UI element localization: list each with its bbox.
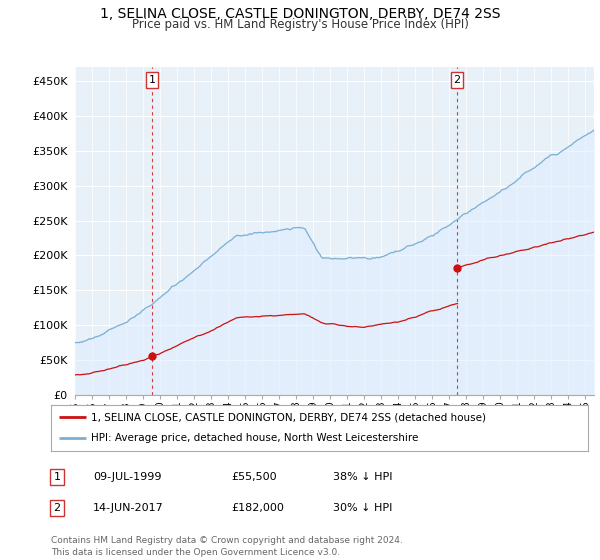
Text: 1: 1 [53, 472, 61, 482]
Text: 30% ↓ HPI: 30% ↓ HPI [333, 503, 392, 513]
Text: Price paid vs. HM Land Registry's House Price Index (HPI): Price paid vs. HM Land Registry's House … [131, 18, 469, 31]
Text: 1, SELINA CLOSE, CASTLE DONINGTON, DERBY, DE74 2SS: 1, SELINA CLOSE, CASTLE DONINGTON, DERBY… [100, 7, 500, 21]
Text: £182,000: £182,000 [231, 503, 284, 513]
Text: 1: 1 [149, 74, 155, 85]
Text: 14-JUN-2017: 14-JUN-2017 [93, 503, 164, 513]
Text: Contains HM Land Registry data © Crown copyright and database right 2024.
This d: Contains HM Land Registry data © Crown c… [51, 536, 403, 557]
Text: 2: 2 [53, 503, 61, 513]
Text: 09-JUL-1999: 09-JUL-1999 [93, 472, 161, 482]
Text: 2: 2 [454, 74, 461, 85]
Text: £55,500: £55,500 [231, 472, 277, 482]
Text: HPI: Average price, detached house, North West Leicestershire: HPI: Average price, detached house, Nort… [91, 433, 419, 444]
Text: 38% ↓ HPI: 38% ↓ HPI [333, 472, 392, 482]
Text: 1, SELINA CLOSE, CASTLE DONINGTON, DERBY, DE74 2SS (detached house): 1, SELINA CLOSE, CASTLE DONINGTON, DERBY… [91, 412, 486, 422]
